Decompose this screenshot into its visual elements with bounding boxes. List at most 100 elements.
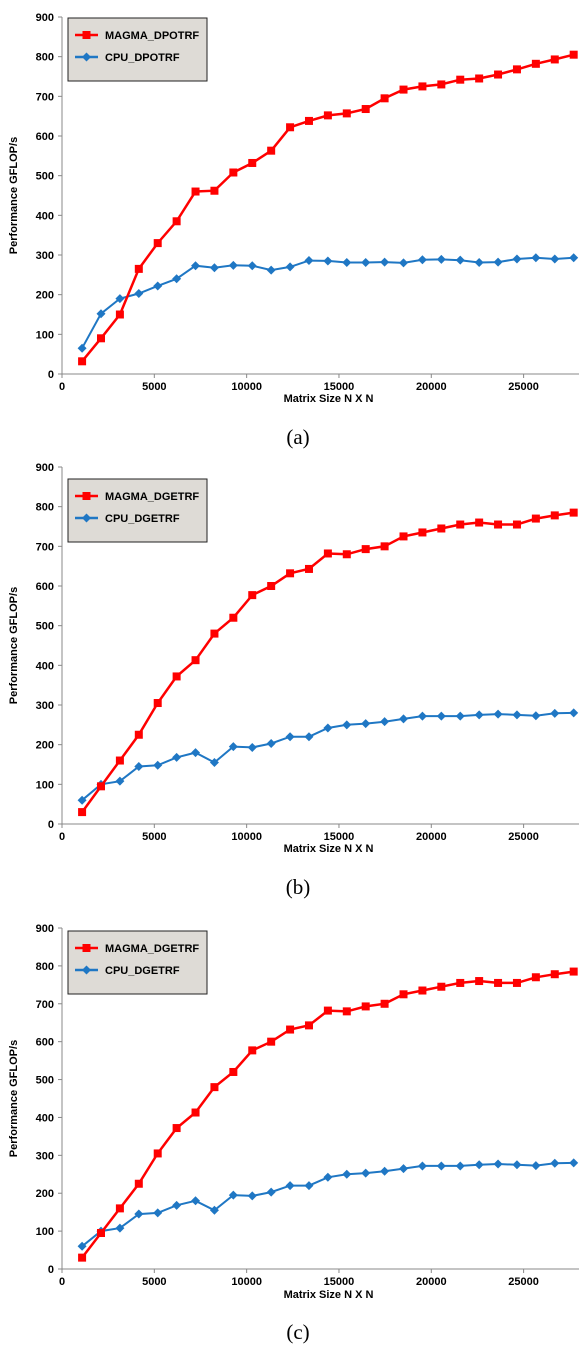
data-point — [153, 281, 163, 291]
data-point — [153, 699, 162, 708]
x-tick-label: 0 — [59, 381, 65, 393]
x-tick-label: 0 — [59, 831, 65, 843]
data-point — [474, 710, 484, 720]
data-point — [77, 1241, 87, 1251]
data-point — [455, 711, 465, 721]
data-point — [247, 261, 257, 271]
data-point — [267, 582, 276, 590]
y-tick-label: 500 — [36, 621, 54, 633]
data-point — [512, 1160, 522, 1170]
data-point — [361, 1168, 371, 1178]
data-point — [380, 717, 390, 727]
data-point — [228, 1190, 238, 1200]
y-tick-label: 800 — [36, 961, 54, 973]
data-point — [323, 549, 332, 558]
figure-caption: (c) — [286, 1320, 309, 1344]
y-tick-label: 600 — [36, 131, 54, 143]
data-point — [418, 986, 427, 995]
data-point — [417, 711, 427, 721]
data-point — [361, 545, 370, 554]
x-tick-label: 25000 — [508, 1276, 539, 1288]
data-point — [456, 978, 465, 987]
data-point — [266, 265, 276, 275]
data-point — [342, 1007, 351, 1016]
data-point — [247, 742, 257, 752]
y-tick-label: 100 — [36, 329, 54, 341]
data-point — [153, 1149, 162, 1158]
data-point — [115, 756, 124, 765]
data-point — [286, 1025, 295, 1034]
x-tick-label: 5000 — [142, 1276, 166, 1288]
data-point — [455, 255, 465, 265]
data-point — [417, 1161, 427, 1171]
legend: MAGMA_DGETRF CPU_DGETRF — [67, 478, 208, 543]
legend-swatch-marker — [82, 52, 91, 62]
data-point — [96, 782, 105, 791]
data-point — [153, 1208, 163, 1218]
x-tick-label: 5000 — [142, 831, 166, 843]
data-point — [267, 1037, 276, 1046]
data-point — [399, 990, 408, 999]
x-tick-label: 25000 — [508, 831, 539, 843]
data-point — [115, 1223, 125, 1233]
data-point — [475, 74, 484, 83]
series-line-magma_dpotrf — [81, 53, 575, 363]
data-point — [191, 656, 200, 665]
x-tick-label: 25000 — [508, 381, 539, 393]
data-point — [437, 524, 446, 533]
legend-box — [67, 17, 208, 82]
chart-panel-0: 0 100 200 300 400 500 600 700 800 900 0 5000 10000 15… — [8, 12, 579, 449]
data-point — [456, 75, 465, 84]
data-point — [77, 343, 87, 353]
data-point — [229, 613, 238, 622]
data-point — [248, 591, 257, 600]
data-point — [134, 730, 143, 739]
data-point — [286, 569, 295, 578]
y-tick-label: 700 — [36, 91, 54, 103]
data-point — [550, 1158, 560, 1168]
data-point — [304, 564, 313, 573]
data-point — [512, 978, 521, 987]
y-tick-label: 700 — [36, 999, 54, 1011]
data-point — [304, 1021, 313, 1030]
chart-panel-1: 0 100 200 300 400 500 600 700 800 900 0 5000 10000 15… — [8, 462, 579, 899]
data-point — [494, 520, 503, 529]
data-point — [380, 1166, 390, 1176]
y-tick-label: 800 — [36, 502, 54, 514]
data-point — [569, 1158, 579, 1168]
data-point — [569, 708, 579, 718]
data-point — [550, 254, 560, 264]
data-point — [210, 186, 219, 195]
data-point — [494, 70, 503, 79]
data-point — [172, 752, 182, 762]
data-point — [569, 50, 578, 59]
data-point — [285, 732, 295, 742]
data-point — [494, 978, 503, 987]
data-point — [134, 1209, 144, 1219]
data-point — [267, 146, 276, 155]
data-point — [153, 239, 162, 248]
data-point — [531, 1161, 541, 1171]
y-axis-title: Performance GFLOP/s — [8, 587, 20, 704]
data-point — [342, 550, 351, 559]
data-point — [172, 672, 181, 681]
data-point — [285, 262, 295, 272]
data-point — [550, 55, 559, 64]
data-point — [304, 1181, 314, 1191]
data-point — [455, 1161, 465, 1171]
data-point — [380, 542, 389, 551]
data-point — [248, 158, 257, 167]
data-point — [399, 532, 408, 541]
data-point — [266, 1187, 276, 1197]
data-point — [209, 263, 219, 273]
y-tick-label: 700 — [36, 541, 54, 553]
data-point — [78, 357, 87, 366]
legend: MAGMA_DGETRF CPU_DGETRF — [67, 930, 208, 995]
data-point — [550, 970, 559, 979]
chart-panel-2: 0 100 200 300 400 500 600 700 800 900 0 5000 10000 15… — [8, 923, 579, 1344]
y-tick-label: 100 — [36, 1226, 54, 1238]
data-point — [456, 520, 465, 529]
x-tick-label: 20000 — [416, 831, 447, 843]
data-point — [531, 973, 540, 982]
